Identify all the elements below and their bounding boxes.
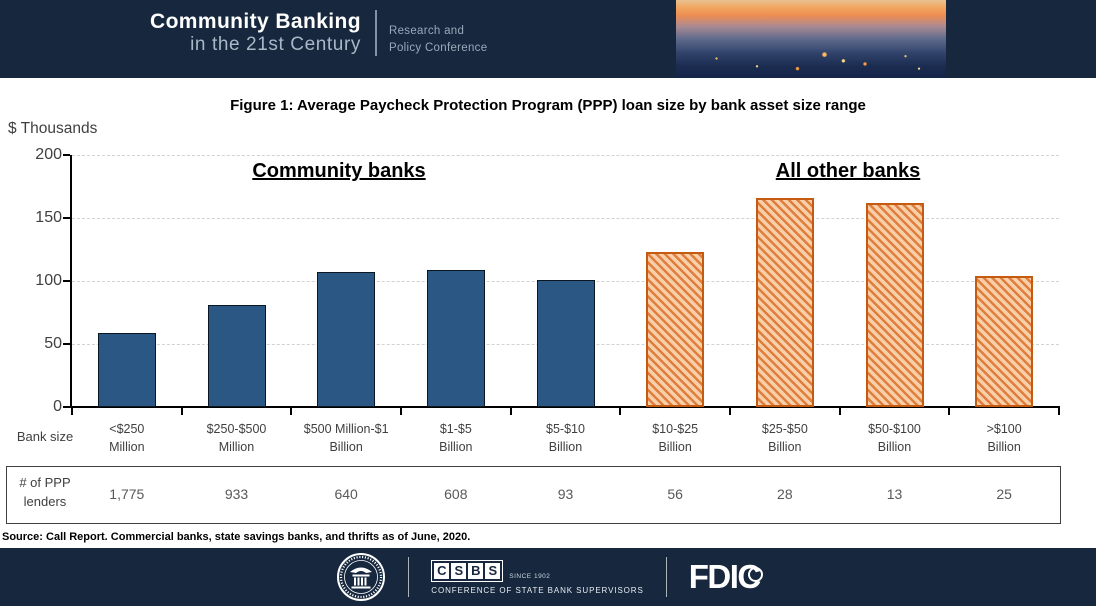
ppp-lender-count: 933 [224,486,249,502]
csbs-letter-box: C [434,562,450,579]
category-label: $500 Million-$1 Billion [303,422,389,454]
ppp-lender-count: 1,775 [109,486,145,502]
y-tick-label: 150 [35,209,62,226]
x-tick-mark [948,407,951,415]
brand-text: Community Banking in the 21st Century [150,10,361,55]
y-tick-mark [63,406,70,408]
y-tick-label: 200 [35,146,62,163]
category-label: $1-$5 Billion [439,422,473,454]
csbs-letter-box: B [468,562,484,579]
csbs-tagline: CONFERENCE OF STATE BANK SUPERVISORS [431,585,644,595]
brand-tagline: Research and Policy Conference [389,9,487,56]
x-tick-mark [180,407,183,415]
brand-tagline-line1: Research and [388,25,465,37]
federal-reserve-seal-icon [337,553,386,601]
x-tick-mark [619,407,622,415]
category-label: $10-$25 Billion [652,422,699,454]
x-tick-mark [509,407,512,415]
footer-divider [665,557,667,597]
y-tick-label: 100 [35,272,62,289]
category-label: $50-$100 Billion [868,422,921,454]
bar--5-10-billion [536,279,595,407]
category-label: <$250 Million [109,422,145,454]
x-tick-mark [838,407,841,415]
csbs-letter-box: S [451,562,467,579]
ppp-lenders-table [6,466,1061,524]
x-tick-mark [400,407,402,415]
fdic-seal-icon [747,567,763,582]
y-tick-mark [63,217,70,219]
x-tick-mark [290,407,293,415]
x-axis-line [70,406,1060,408]
y-gridline [72,218,1059,219]
bar--1-5-billion [426,269,485,407]
ppp-lender-count: 608 [444,486,468,502]
header-band: Community Banking in the 21st Century Re… [0,0,1096,78]
ppp-lenders-row-label: # of PPP lenders [19,475,71,509]
ppp-lender-count: 28 [777,486,793,502]
x-tick-mark [729,407,731,415]
ppp-lender-count: 640 [334,486,358,502]
bar--500-million-1-billion [317,272,376,407]
brand-tagline-line2: Policy Conference [388,41,488,54]
y-gridline [72,155,1059,156]
conference-brand: Community Banking in the 21st Century Re… [150,9,487,56]
csbs-letter-box: S [485,562,501,579]
brand-subtitle: in the 21st Century [190,33,361,55]
y-tick-label: 50 [44,335,62,352]
y-tick-mark [63,154,70,156]
bar--100-billion [975,275,1034,407]
y-tick-mark [63,343,70,345]
x-tick-mark [1058,407,1060,415]
category-label: $5-$10 Billion [546,422,585,454]
category-label: $250-$500 Million [206,422,267,454]
fdic-logo: FDIC [689,558,763,596]
ppp-lender-count: 56 [667,486,683,502]
y-axis-title: $ Thousands [8,120,98,137]
brand-divider [374,9,377,56]
y-tick-mark [63,280,70,282]
category-label: $25-$50 Billion [761,422,808,454]
all-other-banks-group-label: All other banks [775,160,921,182]
y-axis-line [70,155,72,407]
source-note: Source: Call Report. Commercial banks, s… [2,531,471,543]
x-tick-mark [71,407,73,415]
community-banks-group-label: Community banks [252,160,426,182]
bar--25-50-billion [755,197,814,407]
bar--50-100-billion [865,202,924,407]
bar--250-million [97,332,156,407]
bar--10-25-billion [646,252,705,407]
category-label: >$100 Billion [986,422,1022,454]
y-tick-label: 0 [53,398,62,415]
brand-title: Community Banking [150,10,361,34]
ppp-lender-count: 13 [886,486,903,502]
footer-divider [408,557,410,597]
bar--250-500-million [207,304,266,407]
csbs-since-text: SINCE 1902 [509,572,551,580]
city-dusk-photo [676,0,946,78]
ppp-lender-count: 93 [557,486,574,502]
bank-size-label: Bank size [16,429,74,444]
ppp-lender-count: 25 [996,486,1012,502]
figure-title: Figure 1: Average Paycheck Protection Pr… [230,97,866,114]
